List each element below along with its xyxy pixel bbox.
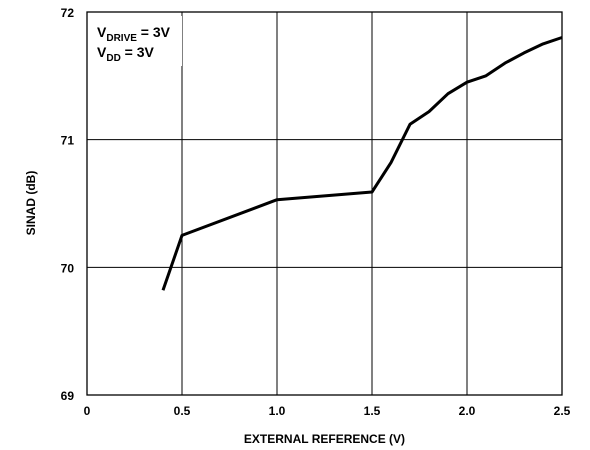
x-tick-label: 0: [84, 404, 91, 418]
annotation-box: [90, 16, 182, 66]
x-tick-label: 0.5: [174, 404, 191, 418]
y-axis-label: SINAD (dB): [24, 171, 38, 236]
tick-labels: 0 0.5 1.0 1.5 2.0 2.5 69 70 71 72: [61, 6, 571, 418]
sinad-curve: [161, 36, 563, 291]
x-axis-label: EXTERNAL REFERENCE (V): [244, 432, 405, 446]
y-tick-label: 72: [61, 6, 75, 20]
x-tick-label: 1.0: [269, 404, 286, 418]
annotation-vdd: VDD = 3V: [97, 44, 155, 64]
y-tick-label: 71: [61, 134, 75, 148]
grid-lines: [87, 12, 562, 395]
annotation-vdrive: VDRIVE = 3V: [97, 24, 171, 44]
plot-frame: [86, 11, 563, 396]
x-tick-label: 1.5: [364, 404, 381, 418]
y-tick-label: 69: [61, 389, 75, 403]
x-tick-label: 2.5: [554, 404, 571, 418]
y-tick-label: 70: [61, 261, 75, 275]
x-tick-label: 2.0: [459, 404, 476, 418]
